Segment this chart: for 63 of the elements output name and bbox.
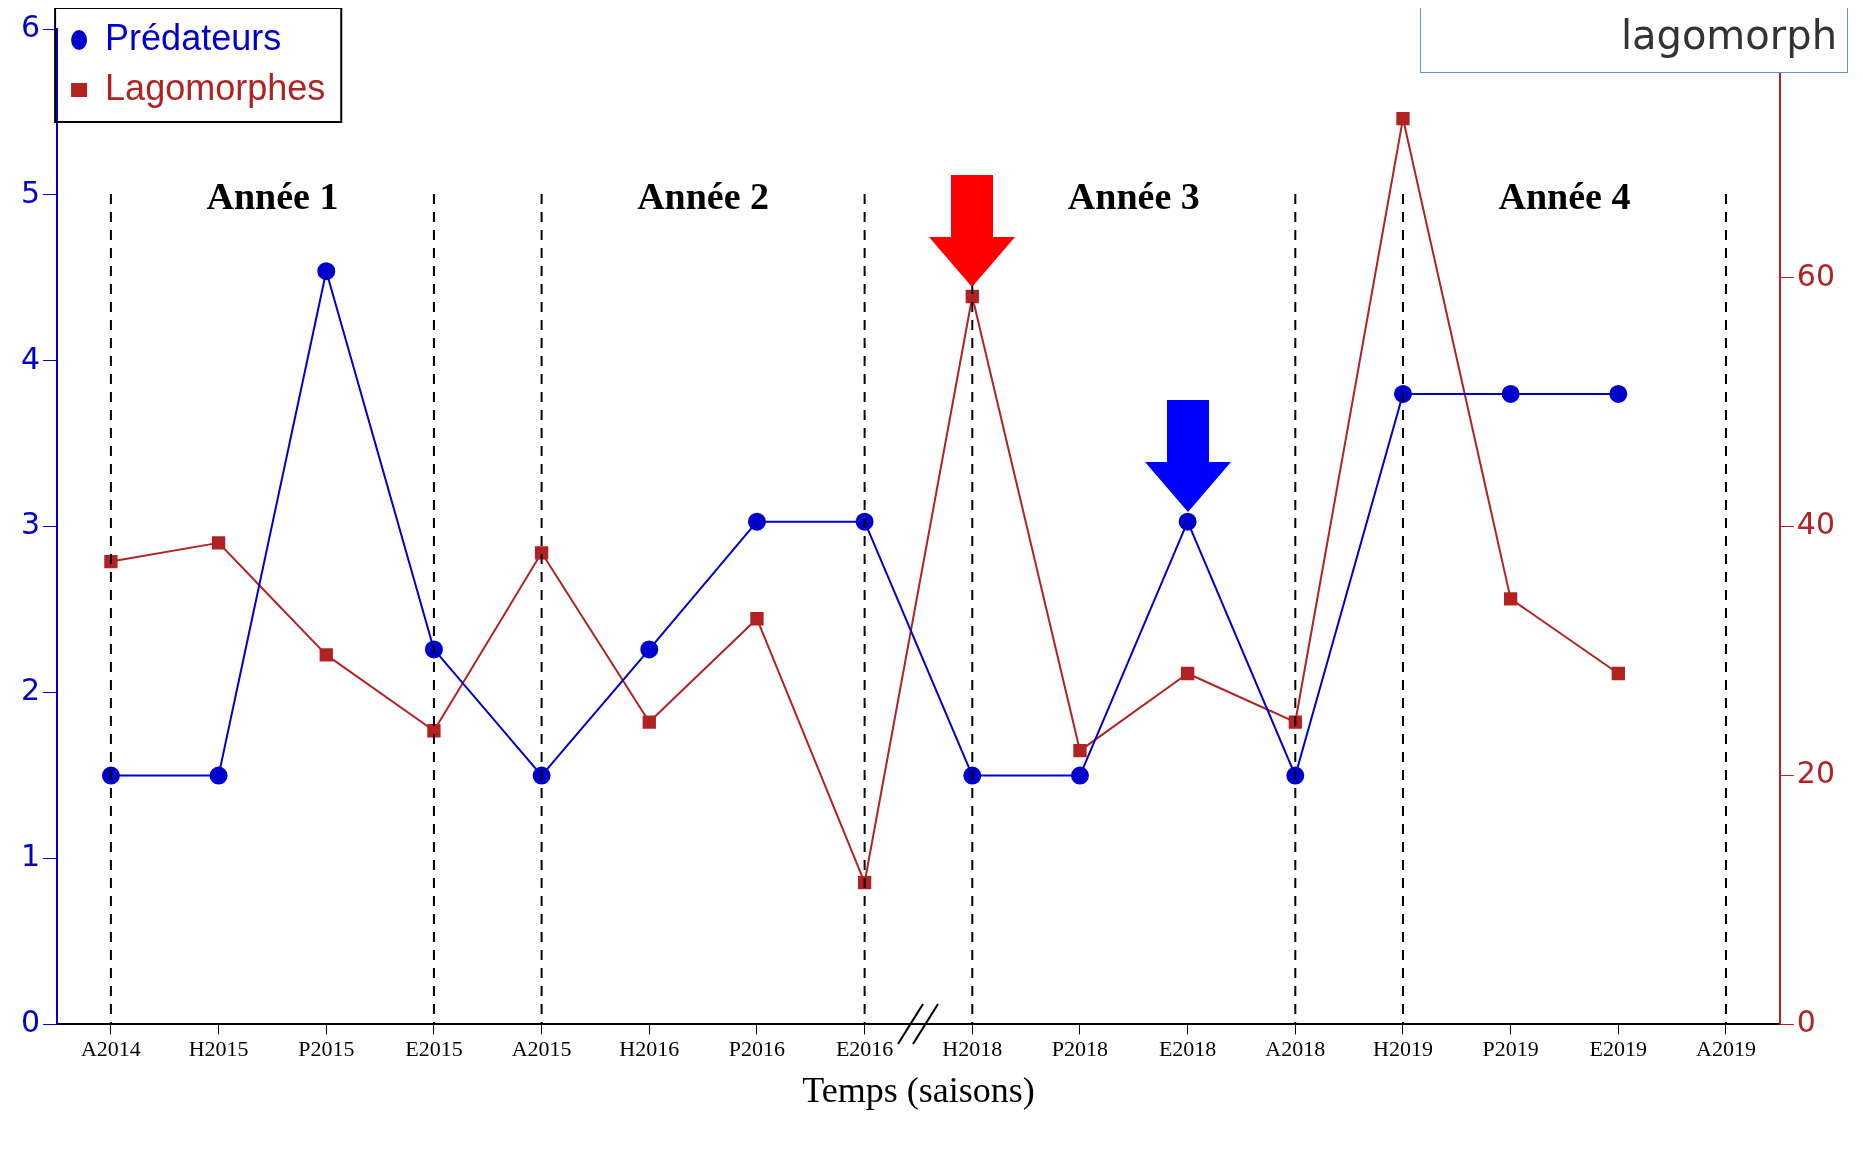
y-tick-label: 6 (20, 8, 41, 44)
x-tick-label: H2016 (619, 1036, 680, 1062)
legend-label: Prédateurs (105, 16, 282, 58)
x-tick-label: A2018 (1265, 1036, 1326, 1062)
x-tick-label: E2018 (1158, 1036, 1217, 1062)
y-tick-label: 0 (20, 1004, 41, 1040)
x-tick-label: P2019 (1482, 1036, 1539, 1062)
point (642, 715, 656, 729)
annotation: lagomorph (1620, 12, 1837, 58)
point (534, 546, 549, 560)
point (101, 766, 120, 785)
point (1073, 744, 1087, 758)
x-axis-title: Temps (saisons) (802, 1069, 1035, 1110)
point (1503, 592, 1518, 606)
point (1609, 384, 1628, 403)
annotation: Année 1 (206, 174, 339, 217)
annotation: Année 2 (637, 174, 770, 217)
point (1178, 512, 1197, 531)
x-tick-label: P2015 (298, 1036, 355, 1062)
legend-label: Lagomorphes (105, 66, 326, 108)
point (963, 766, 982, 785)
point (427, 724, 441, 738)
point (965, 289, 979, 304)
point (532, 766, 551, 785)
y-tick-label: 3 (20, 506, 41, 542)
point (1396, 111, 1410, 126)
point (750, 612, 764, 626)
x-tick-label: H2019 (1373, 1036, 1433, 1062)
annotation: Année 3 (1067, 174, 1200, 217)
annotation: Année 4 (1498, 174, 1631, 217)
point (747, 512, 766, 531)
x-tick-label: H2015 (188, 1036, 249, 1062)
y2-tick-label: 40 (1796, 506, 1836, 542)
point (424, 640, 443, 659)
point (640, 640, 659, 659)
x-tick-label: H2018 (942, 1036, 1003, 1062)
y-tick-label: 4 (20, 340, 41, 376)
x-tick-label: E2015 (405, 1036, 463, 1062)
point (319, 648, 333, 662)
point (209, 766, 228, 785)
y2-tick-label: 20 (1796, 755, 1836, 791)
point (1286, 766, 1305, 785)
point (317, 262, 336, 281)
point (855, 512, 874, 531)
x-tick-label: A2019 (1696, 1036, 1756, 1062)
point (1501, 384, 1520, 403)
point (1611, 666, 1625, 681)
x-tick-label: P2016 (728, 1036, 786, 1062)
x-tick-label: E2016 (835, 1036, 894, 1062)
point (1070, 766, 1089, 785)
x-tick-label: P2018 (1051, 1036, 1109, 1062)
y-tick-label: 1 (20, 838, 41, 874)
x-tick-label: A2014 (80, 1036, 141, 1062)
y-tick-label: 2 (20, 672, 41, 708)
point (1393, 384, 1412, 403)
text-box: lagomorph (1419, 8, 1848, 73)
point (211, 536, 226, 550)
y2-tick-label: 0 (1796, 1004, 1816, 1040)
y2-tick-label: 60 (1796, 257, 1836, 293)
y-tick-label: 5 (20, 174, 41, 210)
x-tick-label: E2019 (1589, 1036, 1648, 1062)
x-tick-label: A2015 (511, 1036, 572, 1062)
point (1180, 666, 1195, 681)
